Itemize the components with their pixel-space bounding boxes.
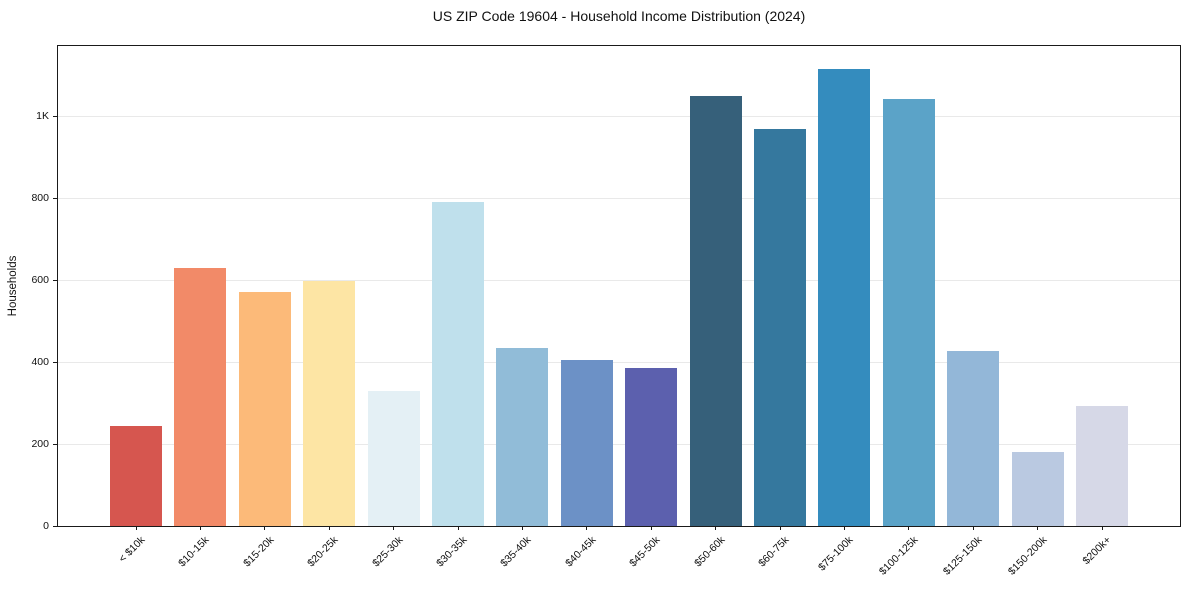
y-axis-tick	[53, 280, 57, 282]
bar-45-50k	[625, 367, 678, 526]
bar-10-15k	[174, 267, 227, 526]
x-axis-tick	[199, 526, 201, 530]
x-axis-tick-label: < $10k	[116, 534, 148, 565]
bar-75-100k	[818, 68, 871, 526]
y-axis-tick-label: 400	[31, 355, 49, 368]
y-axis-tick	[53, 526, 57, 527]
x-axis-tick	[586, 526, 588, 530]
chart-title: US ZIP Code 19604 - Household Income Dis…	[432, 8, 806, 24]
gridline	[58, 197, 1180, 199]
x-axis-tick	[135, 526, 137, 530]
x-axis-tick	[779, 526, 781, 530]
bar-125-150k	[947, 351, 1000, 526]
x-axis-tick	[457, 526, 459, 530]
bar-100-125k	[882, 99, 935, 526]
y-axis-tick-label: 0	[43, 519, 49, 532]
y-axis-tick	[53, 198, 57, 200]
y-axis-tick-label: 600	[31, 273, 49, 286]
bar-25-30k	[367, 390, 420, 526]
bar-50-60k	[689, 95, 742, 526]
x-axis-tick	[1101, 526, 1103, 530]
x-axis-tick	[393, 526, 395, 530]
x-axis-tick	[328, 526, 330, 530]
bar-35-40k	[496, 347, 549, 526]
x-axis-tick	[843, 526, 845, 530]
gridline	[58, 361, 1180, 363]
bar-40-45k	[560, 360, 613, 526]
bar-60-75k	[754, 129, 806, 526]
x-axis-tick	[715, 526, 717, 530]
y-axis-tick-label: 800	[31, 191, 49, 204]
x-axis-tick	[264, 526, 266, 530]
bar-30-35k	[432, 202, 484, 526]
bar-15-20k	[238, 291, 291, 526]
y-axis-label: Households	[7, 255, 19, 317]
y-axis-tick-label: 200	[31, 437, 49, 450]
x-axis-tick	[972, 526, 974, 530]
plot-area: 0 200 400 600 800 1K < $10k $10-15k $15-20k $20-2…	[31, 45, 1181, 578]
x-axis-tick	[650, 526, 652, 530]
y-axis-tick	[53, 444, 57, 446]
y-axis-tick-label: 1K	[36, 109, 49, 122]
gridline	[58, 443, 1180, 445]
bar-200k	[1076, 406, 1128, 526]
gridline	[58, 279, 1180, 281]
gridline	[58, 115, 1180, 117]
y-axis-tick	[53, 362, 57, 364]
bar-20-25k	[303, 280, 356, 526]
bar-150-200k	[1011, 451, 1064, 526]
x-axis-tick	[908, 526, 910, 530]
x-axis-tick	[521, 526, 523, 530]
y-axis-tick	[53, 116, 57, 118]
bar-10k	[110, 425, 162, 526]
x-axis-tick	[1037, 526, 1039, 530]
